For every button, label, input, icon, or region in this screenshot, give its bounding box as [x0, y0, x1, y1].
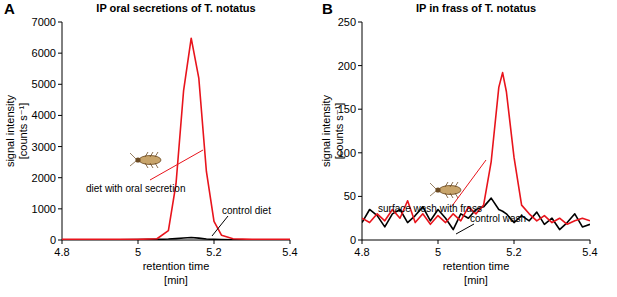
y-axis [362, 22, 363, 240]
x-axis-label: [min] [464, 274, 488, 286]
plot-area [362, 73, 590, 230]
annotation-leader [452, 160, 486, 206]
x-tick [590, 240, 591, 244]
y-tick-label: 0 [350, 234, 356, 246]
x-tick-label: 4.8 [54, 246, 69, 258]
insect-head [435, 187, 440, 192]
insect-leg [145, 152, 148, 157]
series-line [362, 198, 590, 229]
y-axis-label: [counts s⁻¹] [17, 103, 29, 160]
x-tick-label: 4.8 [354, 246, 369, 258]
y-tick [58, 53, 62, 54]
y-tick-label: 6000 [32, 47, 56, 59]
x-tick [62, 240, 63, 244]
insect-leg [145, 163, 148, 168]
insect-head [135, 157, 140, 162]
title: IP in frass of T. notatus [416, 2, 536, 14]
y-tick-label: 3000 [32, 141, 56, 153]
x-axis [362, 240, 590, 241]
insect-leg [150, 163, 153, 168]
x-tick [290, 240, 291, 244]
series-line [62, 38, 290, 239]
y-tick [58, 208, 62, 209]
legend-label: surface wash with frass [378, 203, 482, 214]
panel: A IP oral secretions of T. notatus signal … [4, 0, 298, 286]
x-tick-label: 5.2 [506, 246, 521, 258]
insect-leg [155, 163, 158, 168]
x-axis-label: [min] [164, 274, 188, 286]
insect-leg [455, 193, 458, 198]
y-tick-label: 50 [344, 190, 356, 202]
x-axis-label: retention time [443, 260, 510, 272]
y-tick-label: 5000 [32, 78, 56, 90]
annotation-leader [212, 216, 228, 236]
x-tick [514, 240, 515, 244]
insect-leg [455, 182, 458, 187]
y-axis [62, 22, 63, 240]
y-tick [58, 177, 62, 178]
x-tick [438, 240, 439, 244]
y-tick [358, 22, 362, 23]
y-tick [358, 240, 362, 241]
x-tick-label: 5 [135, 246, 141, 258]
insect-leg [445, 193, 448, 198]
y-tick-label: 250 [338, 16, 356, 28]
y-tick [58, 115, 62, 116]
insect-antenna [130, 161, 136, 166]
insect-icon [130, 152, 161, 168]
y-tick-label: 1000 [32, 203, 56, 215]
legend-label: control wash [470, 213, 526, 224]
insect-antenna [430, 191, 436, 196]
insect-antenna [430, 183, 436, 189]
y-tick-label: 7000 [32, 16, 56, 28]
panel-label: A [4, 0, 15, 17]
annotation-leader [456, 224, 474, 234]
y-tick [58, 146, 62, 147]
insect-leg [155, 152, 158, 157]
y-tick-label: 200 [338, 60, 356, 72]
y-tick-label: 0 [50, 234, 56, 246]
insect-leg [450, 193, 453, 198]
y-tick [358, 152, 362, 153]
y-tick [58, 22, 62, 23]
x-tick [214, 240, 215, 244]
y-tick-label: 100 [338, 147, 356, 159]
y-axis-label: signal intensity [4, 94, 16, 167]
plot-area [62, 38, 290, 240]
figure: A IP oral secretions of T. notatus signal … [0, 0, 617, 297]
x-tick-label: 5.4 [582, 246, 597, 258]
legend-label: diet with oral secretion [86, 183, 186, 194]
insect-icon [430, 182, 461, 198]
series-line [362, 73, 590, 225]
panel: B IP in frass of T. notatus signal intensi… [320, 0, 598, 286]
insect-antenna [130, 153, 136, 159]
y-tick [58, 240, 62, 241]
x-axis-label: retention time [143, 260, 210, 272]
y-tick [358, 196, 362, 197]
y-tick-label: 2000 [32, 172, 56, 184]
legend-label: control diet [222, 205, 271, 216]
y-tick [58, 84, 62, 85]
y-tick-label: 4000 [32, 109, 56, 121]
annotation-leader [150, 150, 203, 180]
y-tick [358, 65, 362, 66]
x-tick-label: 5.2 [206, 246, 221, 258]
insect-leg [445, 182, 448, 187]
insect-leg [150, 152, 153, 157]
x-tick-label: 5.4 [282, 246, 297, 258]
panel-label: B [322, 0, 333, 17]
y-tick [358, 109, 362, 110]
y-tick-label: 150 [338, 103, 356, 115]
x-tick [362, 240, 363, 244]
insect-leg [450, 182, 453, 187]
y-axis-label: signal intensity [320, 94, 332, 167]
title: IP oral secretions of T. notatus [96, 2, 255, 14]
x-tick-label: 5 [435, 246, 441, 258]
x-tick [138, 240, 139, 244]
